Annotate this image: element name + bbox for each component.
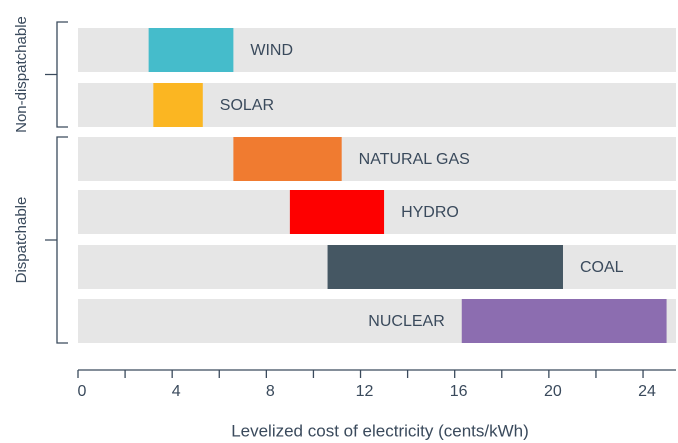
group-bracket [45,21,68,128]
row-background [78,137,676,181]
x-tick-label: 24 [638,383,656,400]
x-tick-label: 20 [544,383,562,400]
group-label: Non-dispatchable [13,16,30,133]
bar [461,299,667,343]
bar [148,28,234,72]
bar [153,83,203,127]
x-axis-label: Levelized cost of electricity (cents/kWh… [231,421,529,440]
bar-label: COAL [580,259,624,276]
bar-label: HYDRO [401,204,459,221]
group-bracket [45,136,68,344]
bar-label: NUCLEAR [368,313,444,330]
group-label: Dispatchable [13,197,30,284]
bar-label: NATURAL GAS [359,151,470,168]
bar [289,190,385,234]
x-tick-label: 12 [356,383,374,400]
x-tick-label: 0 [78,383,87,400]
bar-label: WIND [250,42,293,59]
bar [327,245,563,289]
x-tick-label: 16 [450,383,468,400]
x-tick-label: 4 [172,383,181,400]
x-tick-label: 8 [266,383,275,400]
bar [233,137,342,181]
bar-label: SOLAR [220,97,274,114]
